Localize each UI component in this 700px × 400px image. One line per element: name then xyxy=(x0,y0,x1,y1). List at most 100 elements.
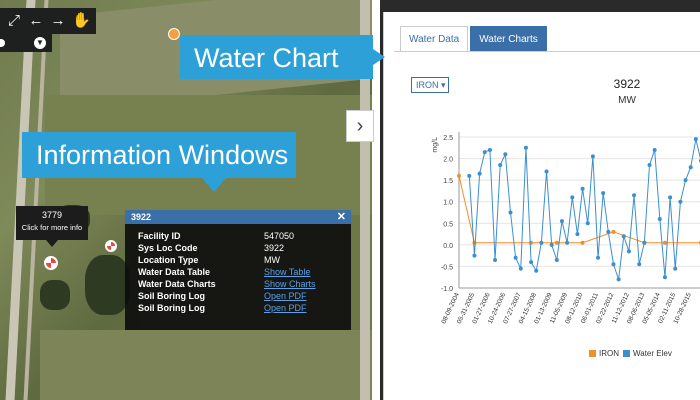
data-point xyxy=(652,147,657,152)
tab-water-data[interactable]: Water Data xyxy=(400,26,469,51)
next-chevron-button[interactable]: › xyxy=(346,110,374,142)
data-point xyxy=(590,154,595,159)
map-trees xyxy=(40,280,70,310)
data-point xyxy=(518,266,523,271)
data-point xyxy=(467,173,472,178)
data-point xyxy=(482,150,487,155)
layer-icon xyxy=(0,39,5,47)
info-value: MW xyxy=(264,255,280,265)
chart-title: 3922 xyxy=(614,77,641,91)
data-point xyxy=(580,240,585,245)
data-point xyxy=(523,145,528,150)
map-layer-toggle[interactable]: ▼ xyxy=(0,34,52,52)
info-row: Facility ID 547050 xyxy=(125,230,351,242)
data-point xyxy=(668,195,673,200)
chart-panel: Water Data Water Charts IRON ▾ 3922 MW mg/… xyxy=(380,0,700,400)
info-row: Sys Loc Code 3922 xyxy=(125,242,351,254)
data-point xyxy=(611,229,616,234)
info-window-title: 3922 xyxy=(131,212,152,222)
data-point xyxy=(477,171,482,176)
panel-tabs: Water Data Water Charts xyxy=(400,26,549,51)
arrow-right-icon[interactable]: → xyxy=(50,12,66,29)
y-tick-label: 0.5 xyxy=(443,221,453,228)
data-point xyxy=(678,199,683,204)
hand-icon[interactable]: ✋ xyxy=(72,12,91,29)
info-link[interactable]: Show Table xyxy=(264,267,311,277)
data-point xyxy=(534,268,539,273)
info-row: Water Data Charts Show Charts xyxy=(125,278,351,290)
close-icon[interactable]: ✕ xyxy=(336,211,346,223)
map-trees xyxy=(85,255,130,315)
map-tooltip[interactable]: 3779 Click for more info xyxy=(16,206,88,247)
series-line xyxy=(458,175,700,244)
chart-panel-body: Water Data Water Charts IRON ▾ 3922 MW mg/… xyxy=(383,12,700,400)
parameter-dropdown[interactable]: IRON ▾ xyxy=(411,77,449,93)
data-point xyxy=(580,186,585,191)
data-point xyxy=(626,249,631,254)
info-row: Location Type MW xyxy=(125,254,351,266)
data-point xyxy=(596,255,601,260)
map-marker[interactable] xyxy=(168,28,180,40)
info-value: 3922 xyxy=(264,243,285,253)
info-row: Water Data Table Show Table xyxy=(125,266,351,278)
data-point xyxy=(662,275,667,280)
data-point xyxy=(693,137,698,142)
dropdown-value: IRON xyxy=(416,80,439,90)
series-line xyxy=(468,139,700,280)
legend-label: Water Elev xyxy=(633,349,672,358)
data-point xyxy=(565,240,570,245)
tooltip-id: 3779 xyxy=(41,210,63,220)
expand-icon[interactable]: ⤢ xyxy=(7,12,20,29)
data-point xyxy=(688,165,693,170)
map-toolbar: ⤢ ← → ✋ xyxy=(0,8,96,34)
data-point xyxy=(637,262,642,267)
data-point xyxy=(616,277,621,282)
tab-divider xyxy=(394,51,700,52)
data-point xyxy=(642,240,647,245)
info-label: Water Data Table xyxy=(138,267,211,277)
data-point xyxy=(683,178,688,183)
data-point xyxy=(554,257,559,262)
legend-label: IRON xyxy=(599,349,619,358)
data-point xyxy=(487,147,492,152)
y-tick-label: 1.0 xyxy=(443,200,453,207)
data-point xyxy=(570,195,575,200)
tab-water-charts[interactable]: Water Charts xyxy=(470,26,547,51)
data-point xyxy=(621,234,626,239)
legend-swatch xyxy=(589,350,596,357)
chart-subtitle: MW xyxy=(618,95,636,106)
chevron-down-icon[interactable]: ▼ xyxy=(34,37,46,49)
data-point xyxy=(544,169,549,174)
info-value: 547050 xyxy=(264,231,295,241)
data-point xyxy=(539,240,544,245)
info-window: 3922 ✕ Facility ID 547050 Sys Loc Code 3922… xyxy=(125,210,351,330)
data-point xyxy=(457,173,461,178)
map-marker[interactable] xyxy=(44,256,58,270)
info-window-header: 3922 ✕ xyxy=(125,210,351,224)
info-link[interactable]: Show Charts xyxy=(264,279,316,289)
info-label: Soil Boring Log xyxy=(138,291,205,301)
callout-water-chart: Water Chart xyxy=(180,35,385,79)
info-label: Soil Boring Log xyxy=(138,303,205,313)
data-point xyxy=(632,193,637,198)
data-point xyxy=(493,257,498,262)
info-link[interactable]: Open PDF xyxy=(264,291,307,301)
data-point xyxy=(554,240,559,245)
arrow-left-icon[interactable]: ← xyxy=(28,12,44,29)
data-point xyxy=(601,191,606,196)
data-point xyxy=(585,221,590,226)
map-field xyxy=(40,330,372,400)
info-label: Water Data Charts xyxy=(138,279,216,289)
data-point xyxy=(606,229,611,234)
map-marker[interactable] xyxy=(105,240,117,252)
data-point xyxy=(549,242,554,247)
data-point xyxy=(513,255,518,260)
info-row: Soil Boring Log Open PDF xyxy=(125,302,351,314)
data-point xyxy=(673,266,678,271)
info-link[interactable]: Open PDF xyxy=(264,303,307,313)
y-axis-label: mg/L xyxy=(432,137,439,153)
data-point xyxy=(503,152,508,157)
data-point xyxy=(498,163,503,168)
info-label: Location Type xyxy=(138,255,199,265)
